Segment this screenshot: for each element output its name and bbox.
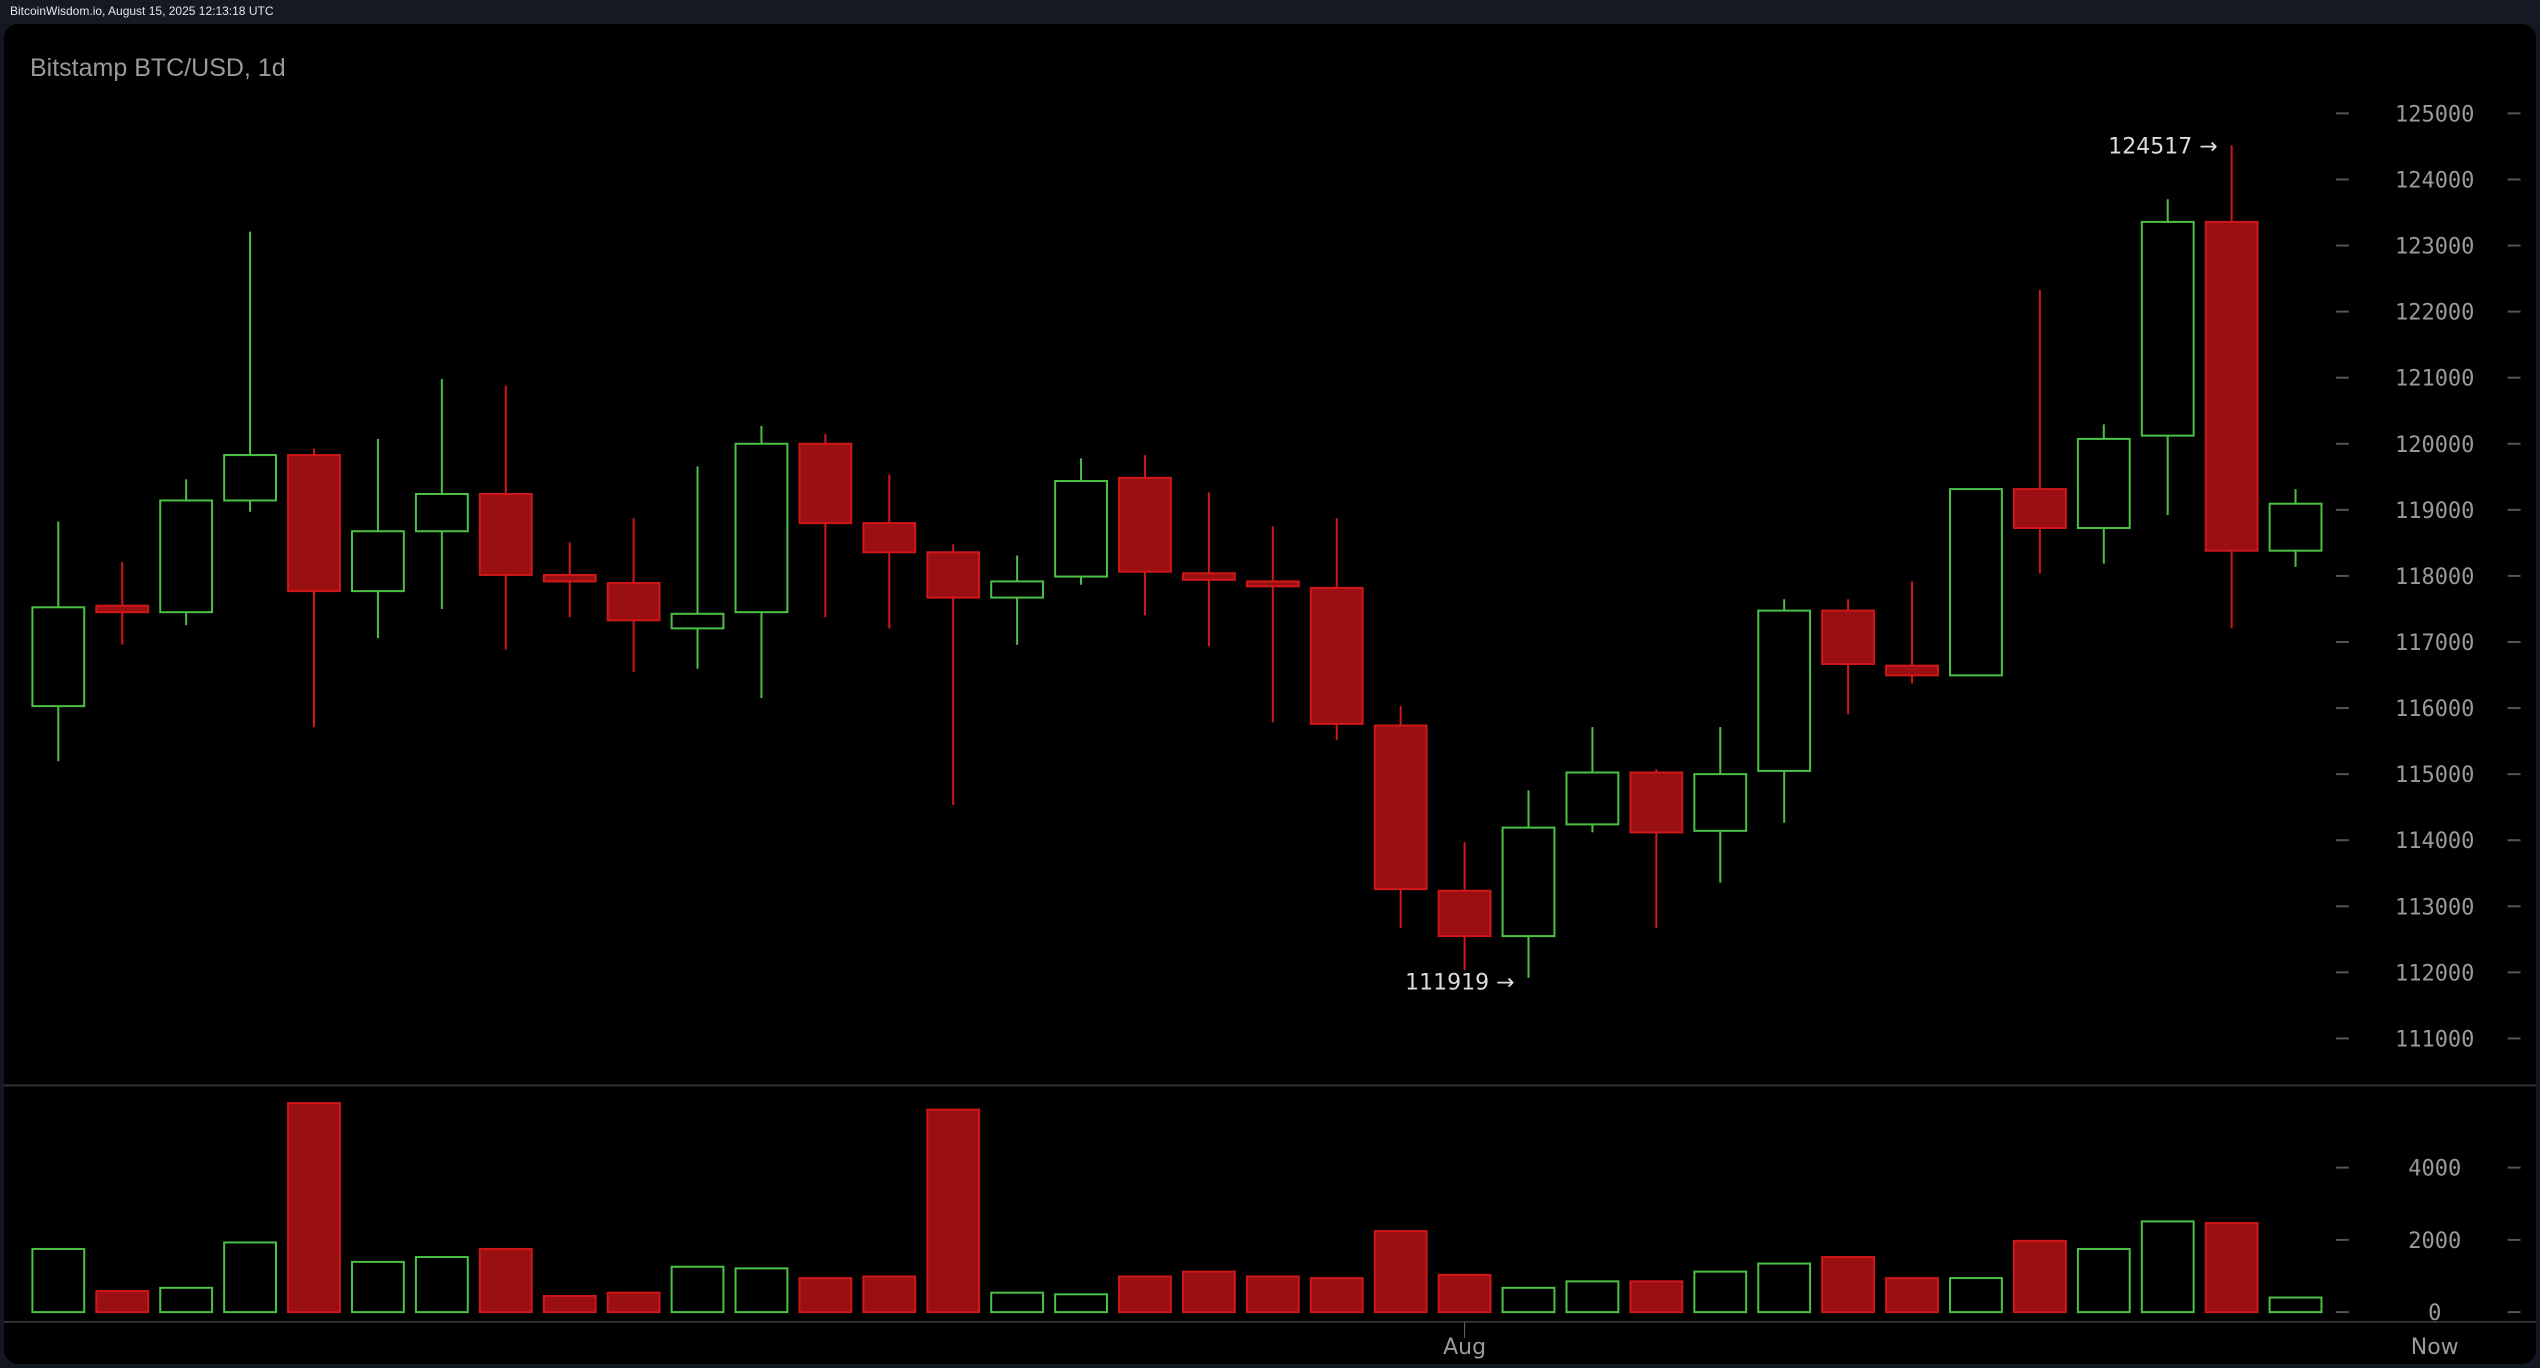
candle-body[interactable] bbox=[606, 581, 661, 622]
candle-body[interactable] bbox=[1245, 580, 1300, 588]
volume-bar[interactable] bbox=[2204, 1222, 2259, 1314]
y-axis-label: 114000 bbox=[2395, 829, 2474, 854]
y-axis-label: 118000 bbox=[2395, 565, 2474, 590]
volume-bar[interactable] bbox=[1501, 1286, 1556, 1314]
volume-bar[interactable] bbox=[2076, 1247, 2131, 1314]
y-axis-label: 121000 bbox=[2395, 367, 2474, 392]
volume-bar[interactable] bbox=[1373, 1230, 1428, 1314]
candle-body[interactable] bbox=[1757, 609, 1812, 772]
candle-body[interactable] bbox=[1565, 771, 1620, 826]
candle-body[interactable] bbox=[1118, 476, 1172, 573]
volume-bar[interactable] bbox=[2268, 1296, 2323, 1314]
volume-bar[interactable] bbox=[95, 1290, 150, 1314]
volume-axis-label: 0 bbox=[2428, 1301, 2441, 1326]
y-axis-label: 122000 bbox=[2395, 301, 2474, 326]
candle-body[interactable] bbox=[223, 454, 277, 502]
candle-body[interactable] bbox=[862, 522, 917, 554]
y-axis-label: 116000 bbox=[2395, 697, 2474, 722]
candle-body[interactable] bbox=[542, 573, 597, 583]
candle-body[interactable] bbox=[1309, 586, 1364, 725]
volume-bar[interactable] bbox=[926, 1108, 981, 1314]
y-axis-label: 111000 bbox=[2395, 1027, 2474, 1052]
volume-bar[interactable] bbox=[990, 1291, 1045, 1314]
x-axis-label-aug: Aug bbox=[1443, 1335, 1486, 1360]
volume-axis-label: 2000 bbox=[2408, 1229, 2461, 1254]
candle-body[interactable] bbox=[478, 492, 533, 576]
chart-title: Bitstamp BTC/USD, 1d bbox=[30, 54, 286, 82]
volume-axis-label: 4000 bbox=[2408, 1157, 2461, 1182]
volume-bar[interactable] bbox=[31, 1247, 86, 1314]
volume-bar[interactable] bbox=[1118, 1275, 1172, 1314]
volume-bar[interactable] bbox=[798, 1277, 853, 1314]
volume-bar[interactable] bbox=[1693, 1270, 1748, 1314]
source-timestamp: BitcoinWisdom.io, August 15, 2025 12:13:… bbox=[10, 4, 274, 18]
volume-bar[interactable] bbox=[478, 1247, 533, 1314]
candle-body[interactable] bbox=[1181, 572, 1236, 581]
volume-bar[interactable] bbox=[223, 1241, 277, 1314]
candle-body[interactable] bbox=[287, 454, 341, 593]
candle-body[interactable] bbox=[159, 499, 214, 614]
candle-body[interactable] bbox=[2012, 488, 2067, 530]
candle-body[interactable] bbox=[798, 442, 853, 525]
candle-body[interactable] bbox=[1693, 773, 1748, 832]
candle-body[interactable] bbox=[734, 442, 789, 614]
y-axis-label: 125000 bbox=[2395, 102, 2474, 127]
volume-bar[interactable] bbox=[670, 1265, 725, 1314]
y-axis-label: 124000 bbox=[2395, 168, 2474, 193]
volume-bar[interactable] bbox=[351, 1260, 405, 1314]
volume-bar[interactable] bbox=[1885, 1277, 1939, 1314]
volume-bar[interactable] bbox=[2140, 1220, 2195, 1314]
candle-body[interactable] bbox=[351, 530, 405, 593]
low-annotation: 111919 → bbox=[1405, 971, 1514, 996]
x-axis-label-now: Now bbox=[2411, 1335, 2459, 1360]
y-axis-label: 123000 bbox=[2395, 235, 2474, 260]
volume-bar[interactable] bbox=[542, 1294, 597, 1314]
volume-bar[interactable] bbox=[606, 1291, 661, 1314]
volume-bar[interactable] bbox=[1757, 1262, 1812, 1314]
volume-bar[interactable] bbox=[1565, 1280, 1620, 1314]
header-bar: BitcoinWisdom.io, August 15, 2025 12:13:… bbox=[0, 0, 2540, 24]
candle-body[interactable] bbox=[990, 580, 1045, 599]
candle-body[interactable] bbox=[2140, 220, 2195, 437]
y-axis-label: 120000 bbox=[2395, 433, 2474, 458]
volume-bar[interactable] bbox=[1949, 1277, 2003, 1314]
candle-body[interactable] bbox=[2204, 220, 2259, 552]
volume-bar[interactable] bbox=[159, 1286, 214, 1314]
candle-body[interactable] bbox=[2076, 437, 2131, 530]
volume-bar[interactable] bbox=[1629, 1280, 1684, 1314]
y-axis-label: 115000 bbox=[2395, 763, 2474, 788]
volume-bar[interactable] bbox=[1181, 1270, 1236, 1314]
high-annotation: 124517 → bbox=[2108, 134, 2217, 159]
candle-body[interactable] bbox=[95, 604, 150, 614]
volume-bar[interactable] bbox=[414, 1256, 469, 1314]
candle-body[interactable] bbox=[1054, 480, 1108, 578]
chart-frame: 111000 112000 113000 114000 115000 116000 1170… bbox=[4, 24, 2536, 1364]
candle-body[interactable] bbox=[31, 606, 86, 708]
volume-bar[interactable] bbox=[287, 1102, 341, 1314]
candle-body[interactable] bbox=[1949, 488, 2003, 677]
volume-bar[interactable] bbox=[1437, 1273, 1492, 1314]
candle-body[interactable] bbox=[2268, 502, 2323, 552]
volume-bar[interactable] bbox=[1054, 1293, 1108, 1314]
volume-bar[interactable] bbox=[1309, 1277, 1364, 1314]
candle-body[interactable] bbox=[1437, 889, 1492, 938]
y-axis-label: 112000 bbox=[2395, 961, 2474, 986]
volume-bar[interactable] bbox=[862, 1275, 917, 1314]
candle-body[interactable] bbox=[1501, 826, 1556, 938]
y-axis-label: 113000 bbox=[2395, 895, 2474, 920]
candle-body[interactable] bbox=[1373, 724, 1428, 891]
volume-bar[interactable] bbox=[2012, 1239, 2067, 1314]
volume-bar[interactable] bbox=[734, 1267, 789, 1314]
volume-bar[interactable] bbox=[1245, 1275, 1300, 1314]
candle-body[interactable] bbox=[926, 551, 981, 599]
y-axis-label: 119000 bbox=[2395, 499, 2474, 524]
candle-body[interactable] bbox=[670, 612, 725, 630]
candle-body[interactable] bbox=[1629, 771, 1684, 834]
y-axis-label: 117000 bbox=[2395, 631, 2474, 656]
candlestick-chart[interactable]: 111000 112000 113000 114000 115000 116000 1170… bbox=[4, 24, 2536, 1364]
volume-bar[interactable] bbox=[1821, 1256, 1876, 1314]
candle-body[interactable] bbox=[414, 492, 469, 533]
candle-body[interactable] bbox=[1885, 664, 1939, 677]
candle-body[interactable] bbox=[1821, 609, 1876, 666]
